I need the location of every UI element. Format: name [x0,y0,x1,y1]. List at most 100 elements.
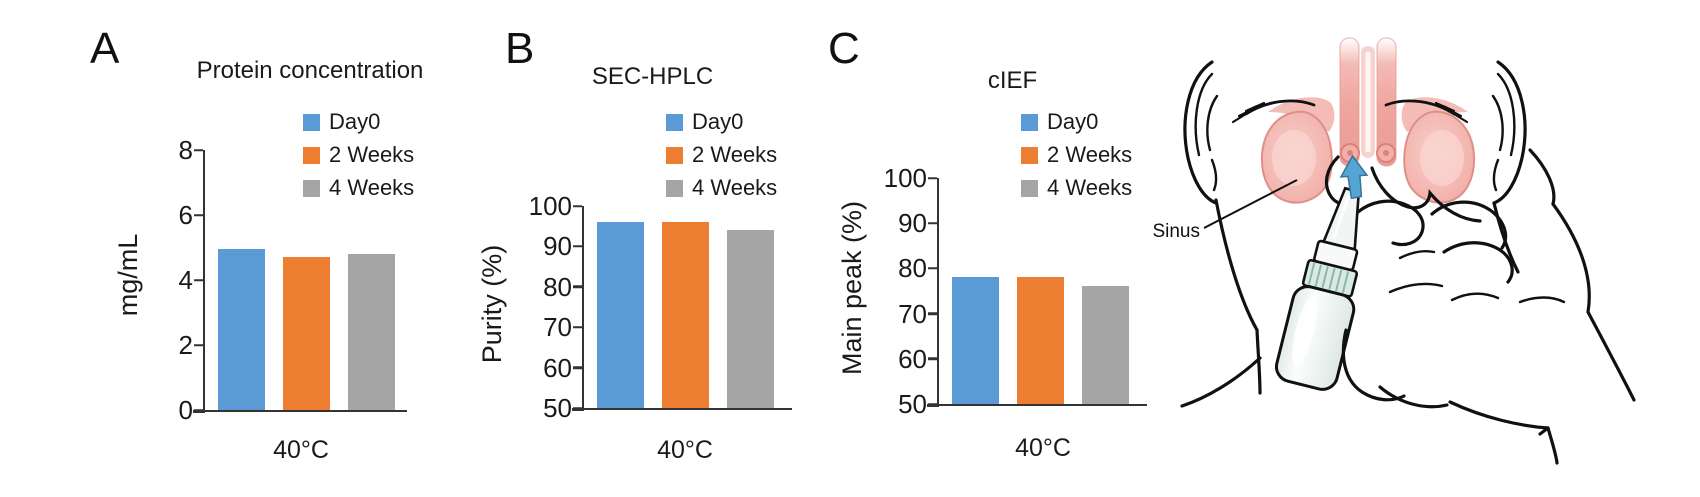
y-tick-label: 90 [543,231,572,262]
bar-2-weeks [1017,277,1064,404]
y-tick-label: 80 [543,271,572,302]
bar-2-weeks [662,222,709,408]
y-tick-label: 6 [178,200,193,230]
sinus-pointer-line [1203,179,1298,229]
legend-swatch [303,146,320,164]
y-tick-mark [928,402,937,406]
turbinate-right-core [1383,150,1389,156]
y-tick-label: 0 [178,395,193,425]
hand [1341,199,1636,465]
legend-label: 4 Weeks [329,175,415,201]
legend-swatch [666,146,683,164]
y-tick-label: 90 [898,208,927,239]
right-ear-icon [1492,60,1527,205]
legend-label: Day0 [1047,109,1099,134]
bar-4-weeks [348,254,395,410]
legend-swatch [303,113,320,131]
y-tick-mark [928,357,937,361]
chart-a-y-axis-title: mg/mL [113,233,143,317]
bar-day0 [597,222,644,408]
legend-label: 2 Weeks [692,142,778,168]
y-tick-label: 70 [543,312,572,343]
sinus-highlight-left [1272,130,1316,186]
cap-ribs [1307,262,1350,294]
legend-swatch [1021,146,1038,164]
legend-item: Day0 [666,109,777,134]
legend-item: 2 Weeks [666,142,778,168]
chin-line [1180,328,1262,408]
left-cheek-line [1214,198,1259,332]
legend-item: 4 Weeks [666,176,777,200]
chart-a-title: Protein concentration [196,57,424,84]
y-tick-mark [573,406,582,410]
chart-c-plot-area: 50 60 70 80 90 100 [884,165,1147,417]
spray-bottle [1274,186,1361,391]
chart-b-y-axis-title: Purity (%) [477,244,507,364]
legend-label: Day0 [692,109,744,134]
y-tick-mark [194,343,203,347]
legend-item: 2 Weeks [303,142,415,168]
chart-a-x-axis-label: 40°C [273,436,329,464]
turbinate-left-core [1347,150,1353,156]
legend-item: Day0 [303,109,414,134]
chart-c-x-axis-label: 40°C [1015,434,1071,462]
right-nostril-lip-outline [1370,166,1482,223]
legend-swatch [1021,179,1038,197]
y-tick-mark [573,366,582,369]
spray-arrow-icon [1339,154,1369,200]
legend-item: Day0 [1021,109,1132,134]
y-tick-mark [573,204,582,208]
chart-a-legend: Day0 2 Weeks 4 Weeks [303,109,415,201]
face-outline [1180,60,1556,408]
legend-swatch [666,179,683,197]
legend-label: 2 Weeks [329,142,415,168]
y-tick-label: 2 [178,330,193,360]
chart-b-x-axis-label: 40°C [657,436,713,464]
y-tick-mark [928,267,937,270]
septum-center-highlight [1365,52,1371,152]
chart-b-plot-area: 50 60 70 80 90 100 [529,193,792,421]
legend-swatch [1021,113,1038,131]
bar-4-weeks [727,230,774,408]
y-tick-mark [194,148,203,152]
y-tick-mark [194,408,203,412]
chart-b-title: SEC-HPLC [591,63,714,90]
sinus-anatomy [1260,37,1476,204]
y-tick-mark [928,221,937,225]
legend-item: 4 Weeks [1021,176,1132,200]
nozzle-highlight [1332,194,1351,240]
wrist-line [1448,400,1559,465]
panel-a-label: A [90,24,120,73]
y-tick-label: 60 [543,352,572,383]
y-tick-label: 50 [898,389,927,419]
thumb [1341,328,1406,402]
pinky-under-bottle [1378,385,1449,409]
legend-swatch [303,179,320,197]
legend-item: 2 Weeks [1021,142,1133,168]
y-tick-label: 100 [883,163,927,193]
sinus-highlight-right [1420,130,1464,186]
legend-label: Day0 [329,109,381,134]
y-tick-label: 100 [528,191,572,221]
y-tick-label: 70 [898,298,927,329]
sinus-label: Sinus [1152,221,1200,242]
legend-label: 2 Weeks [1047,142,1133,168]
hand-outer-edge [1551,202,1636,402]
right-eyelashes [1434,101,1469,124]
y-tick-mark [573,245,582,248]
legend-swatch [666,113,683,131]
ring-finger [1442,241,1514,284]
panel-b-label: B [505,24,535,73]
panel-c-label: C [828,24,860,73]
bottle-highlight [1292,295,1317,366]
chart-c-y-axis-title: Main peak (%) [837,200,867,376]
legend-label: 4 Weeks [1047,175,1133,201]
left-eyelashes [1231,101,1266,124]
left-ear-inner [1194,72,1219,192]
bar-4-weeks [1082,286,1129,404]
chart-a-plot-area: 0 2 4 6 8 [179,137,407,423]
y-tick-label: 80 [898,253,927,284]
left-ear-icon [1183,60,1218,205]
nasal-spray-illustration: Sinus [1152,37,1636,465]
